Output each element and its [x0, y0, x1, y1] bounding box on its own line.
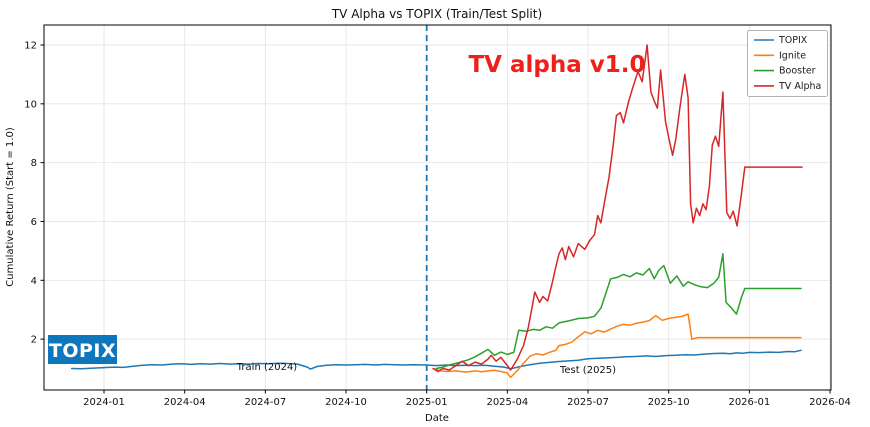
legend-label: TOPIX [778, 35, 808, 46]
grid-layer [44, 25, 831, 390]
axes-box [43, 24, 832, 391]
tick-layer: 2024-01 2024-04 2024-07 2024-10 2025-01 2025-… [24, 41, 851, 409]
chart-title: TV Alpha vs TOPIX (Train/Test Split) [331, 7, 542, 21]
x-tick-label: 2024-01 [83, 397, 125, 408]
series-layer [70, 44, 803, 379]
y-tick-label: 6 [31, 217, 37, 228]
annotation-train-period: Train (2024) [236, 362, 298, 373]
x-tick-label: 2025-07 [567, 397, 609, 408]
legend: TOPIX Ignite Booster TV Alpha [747, 30, 828, 97]
x-axis-label: Date [425, 413, 449, 424]
annotation-test-period: Test (2025) [559, 365, 616, 376]
topix-badge-background [48, 335, 117, 364]
topix-badge: TOPIX [48, 335, 117, 364]
legend-label: Ignite [779, 50, 806, 61]
y-tick-label: 12 [24, 41, 37, 52]
x-tick-label: 2024-07 [244, 397, 286, 408]
x-tick-label: 2025-10 [648, 397, 690, 408]
series-line-topix [70, 349, 802, 370]
legend-label: TV Alpha [778, 81, 821, 92]
x-tick-label: 2024-04 [164, 397, 206, 408]
x-tick-label: 2025-04 [486, 397, 528, 408]
legend-box [747, 30, 828, 97]
annotation-tv-alpha-version: TV alpha v1.0 [468, 52, 645, 78]
legend-label: Booster [779, 66, 816, 77]
x-tick-label: 2024-10 [325, 397, 367, 408]
x-tick-label: 2026-01 [728, 397, 770, 408]
y-tick-label: 8 [31, 158, 37, 169]
y-tick-label: 4 [31, 276, 37, 287]
series-line-booster [435, 253, 802, 370]
y-axis-label: Cumulative Return (Start = 1.0) [5, 127, 16, 287]
series-line-ignite [432, 313, 802, 379]
series-line-tv-alpha [432, 44, 803, 373]
y-tick-label: 2 [31, 335, 37, 346]
x-tick-label: 2026-04 [809, 397, 851, 408]
topix-badge-label: TOPIX [49, 340, 116, 362]
x-tick-label: 2025-01 [406, 397, 448, 408]
y-tick-label: 10 [24, 99, 37, 110]
